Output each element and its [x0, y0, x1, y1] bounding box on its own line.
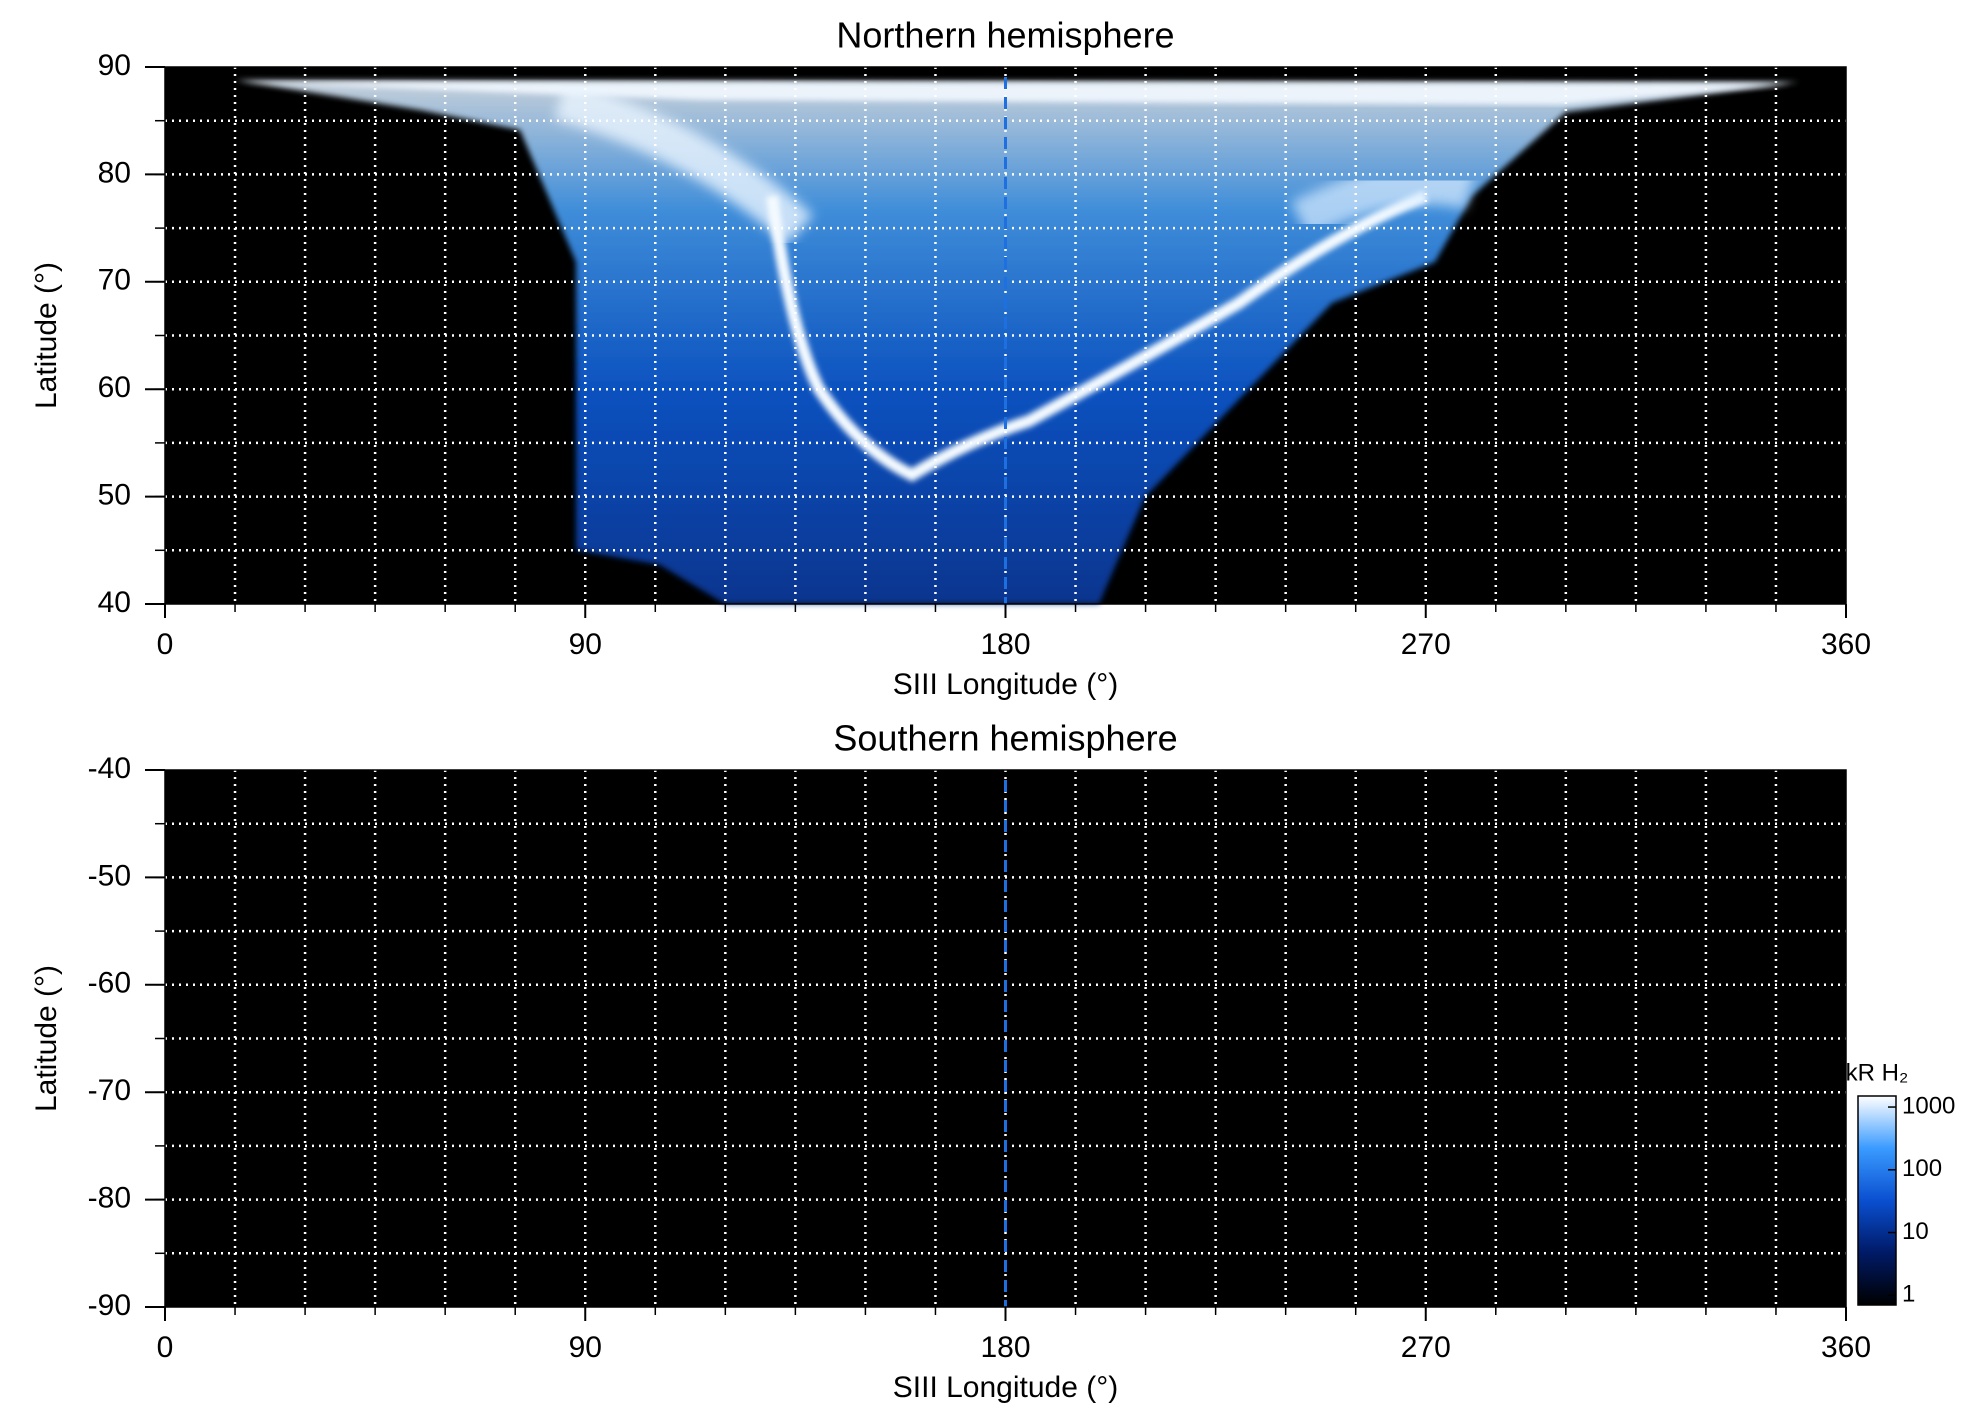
y-tick-label: 90: [98, 49, 131, 82]
x-tick-label: 270: [1401, 628, 1451, 661]
x-tick-label: 0: [157, 1331, 174, 1364]
emission-image: [235, 80, 1799, 604]
x-tick-label: 270: [1401, 1331, 1451, 1364]
chart-title: Southern hemisphere: [833, 718, 1177, 759]
y-tick-label: 40: [98, 586, 131, 619]
north-panel: 0 90 180 270 360 40 50 60 70 80 90 Northern hemisph…: [30, 15, 1871, 701]
plot-frame: [164, 66, 1847, 605]
y-tick-label: 70: [98, 264, 131, 297]
y-tick-label: 60: [98, 371, 131, 404]
y-axis-label: Latitude (°): [30, 262, 63, 409]
x-axis-label: SIII Longitude (°): [893, 668, 1118, 701]
x-tick-label: 90: [569, 628, 602, 661]
y-tick-label: 50: [98, 479, 131, 512]
y-tick-label: -50: [88, 859, 131, 892]
y-tick-label: -60: [88, 967, 131, 1000]
x-tick-label: 0: [157, 628, 174, 661]
colorbar-tick-label: 1: [1902, 1281, 1915, 1308]
y-tick-label: -80: [88, 1182, 131, 1215]
x-tick-label: 360: [1821, 1331, 1871, 1364]
y-tick-label: 80: [98, 156, 131, 189]
y-tick-label: -70: [88, 1074, 131, 1107]
chart-title: Northern hemisphere: [836, 15, 1174, 56]
colorbar-label: kR H₂: [1846, 1059, 1909, 1086]
y-tick-label: -90: [88, 1289, 131, 1322]
x-axis-label: SIII Longitude (°): [893, 1371, 1118, 1404]
south-panel: 0 90 180 270 360 -90 -80 -70 -60 -50 -40 Southern h…: [30, 718, 1955, 1404]
colorbar-scale: [1857, 1095, 1897, 1306]
colorbar: 1 10 100 1000 kR H₂: [1846, 1059, 1956, 1307]
y-axis-label: Latitude (°): [30, 965, 63, 1112]
x-tick-label: 180: [980, 1331, 1030, 1364]
colorbar-tick-label: 10: [1902, 1218, 1929, 1245]
colorbar-tick-label: 1000: [1902, 1092, 1955, 1119]
plot-frame: [164, 769, 1847, 1308]
x-tick-label: 180: [980, 628, 1030, 661]
x-tick-label: 360: [1821, 628, 1871, 661]
y-tick-label: -40: [88, 752, 131, 785]
colorbar-tick-label: 100: [1902, 1155, 1942, 1182]
x-tick-label: 90: [569, 1331, 602, 1364]
